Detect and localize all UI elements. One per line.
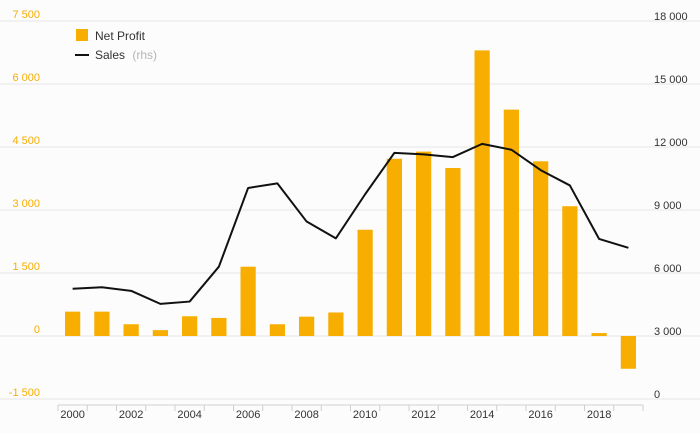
y-right-tick-label: 12 000 xyxy=(654,137,688,149)
legend-sales-name: Sales xyxy=(95,48,125,62)
x-tick-label: 2018 xyxy=(587,409,611,421)
net-profit-bar xyxy=(328,312,344,336)
x-tick-label: 2002 xyxy=(119,409,143,421)
x-tick-label: 2016 xyxy=(528,409,552,421)
net-profit-bar xyxy=(269,324,285,336)
y-right-tick-label: 18 000 xyxy=(654,11,688,23)
net-profit-bar xyxy=(503,109,519,337)
x-tick-label: 2008 xyxy=(294,409,318,421)
y-right-tick-label: 3 000 xyxy=(654,326,682,338)
y-right-tick-label: 6 000 xyxy=(654,263,682,275)
net-profit-bar xyxy=(65,311,81,336)
y-left-tick-label: -1 500 xyxy=(9,387,40,399)
net-profit-bar xyxy=(152,330,168,336)
y-left-tick-label: 4 500 xyxy=(12,135,40,147)
net-profit-bar xyxy=(620,336,636,369)
net-profit-bar xyxy=(386,158,402,336)
y-left-tick-label: 3 000 xyxy=(12,198,40,210)
legend-sales-suffix: (rhs) xyxy=(132,48,157,62)
y-left-tick-label: 1 500 xyxy=(12,261,40,273)
net-profit-bar xyxy=(211,317,227,336)
y-left-tick-label: 0 xyxy=(34,324,40,336)
x-tick-label: 2000 xyxy=(60,409,84,421)
y-right-tick-label: 15 000 xyxy=(654,74,688,86)
y-right-tick-label: 9 000 xyxy=(654,200,682,212)
y-right-tick-label: 0 xyxy=(654,389,660,401)
net-profit-bar xyxy=(445,168,461,336)
net-profit-bar xyxy=(299,316,315,336)
grid-lines xyxy=(0,20,700,400)
sales-line xyxy=(72,142,629,305)
net-profit-bar xyxy=(533,161,549,336)
y-left-tick-label: 7 500 xyxy=(12,9,40,21)
net-profit-bar xyxy=(182,316,198,336)
net-profit-bar xyxy=(474,50,490,337)
net-profit-bars xyxy=(65,50,636,369)
legend: Net Profit Sales (rhs) xyxy=(75,29,157,62)
x-tick-label: 2004 xyxy=(177,409,201,421)
legend-sales-label: Sales (rhs) xyxy=(95,48,157,62)
axes: -1 500 0 1 500 3 000 4 500 6 000 7 500 0 3 000 6 … xyxy=(9,9,688,421)
net-profit-bar xyxy=(94,311,110,336)
net-profit-bar xyxy=(357,229,373,336)
net-profit-bar xyxy=(240,266,256,336)
legend-net-profit-swatch xyxy=(76,29,88,41)
y-left-tick-label: 6 000 xyxy=(12,72,40,84)
net-profit-bar xyxy=(562,206,578,336)
net-profit-bar xyxy=(591,333,607,336)
net-profit-bar xyxy=(123,324,139,336)
legend-net-profit-label: Net Profit xyxy=(95,29,146,43)
x-tick-label: 2006 xyxy=(236,409,260,421)
x-tick-label: 2010 xyxy=(353,409,377,421)
x-tick-label: 2012 xyxy=(411,409,435,421)
net-profit-bar xyxy=(416,151,432,336)
x-tick-label: 2014 xyxy=(470,409,494,421)
sales-line-group xyxy=(72,142,629,305)
